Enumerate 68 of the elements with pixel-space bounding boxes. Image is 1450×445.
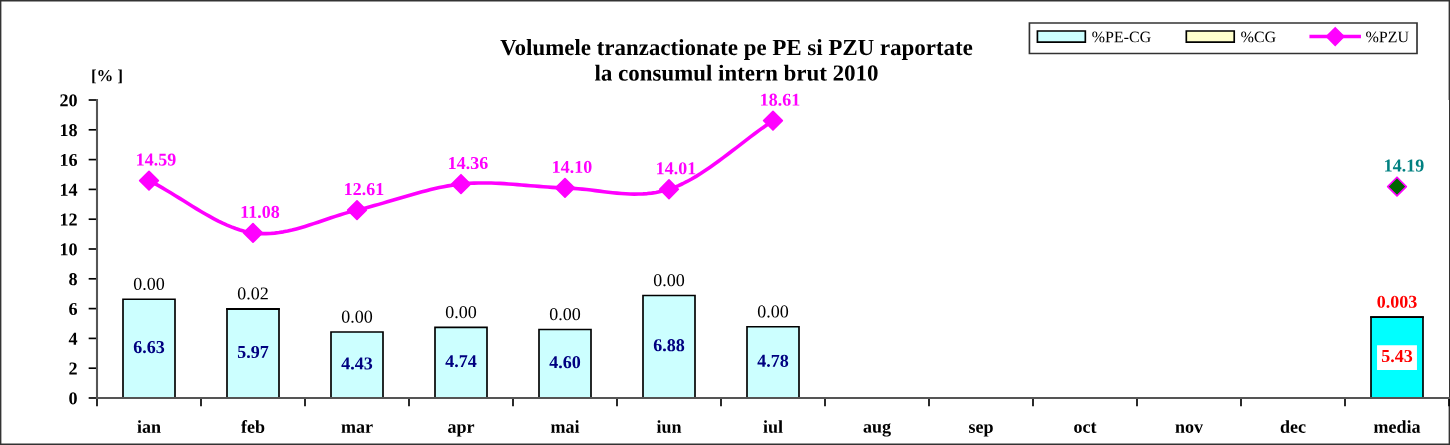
data-label: 4.74 (445, 355, 477, 368)
legend-label: %PZU (1366, 31, 1409, 43)
point (1386, 176, 1408, 197)
bar (538, 328, 592, 398)
x-tick-label: oct (1074, 422, 1097, 433)
data-label: 14.59 (137, 153, 176, 166)
x-tick-label: iul (763, 420, 783, 433)
data-label: 0.02 (237, 287, 268, 300)
x-tick-label: dec (1280, 420, 1306, 433)
bar (226, 308, 280, 398)
y-tick-label: 8 (69, 273, 77, 286)
y-tick-label: 14 (60, 183, 78, 196)
data-label: 12.61 (345, 183, 384, 196)
y-tick-label: 12 (60, 213, 77, 226)
y-tick-label: 18 (60, 124, 77, 137)
data-label: 0.00 (757, 305, 789, 318)
x-tick-label: mar (341, 424, 373, 433)
data-label: 14.19 (1385, 159, 1424, 172)
data-label: 14.36 (449, 156, 488, 170)
data-label: 6.63 (133, 340, 165, 354)
data-label: 5.97 (237, 345, 269, 359)
data-label: 0.00 (549, 308, 581, 321)
point (762, 110, 784, 131)
data-label: 4.43 (341, 357, 373, 370)
x-tick-label: ian (137, 420, 161, 433)
data-label: 11.08 (241, 205, 280, 219)
point (138, 170, 160, 191)
point (450, 173, 472, 195)
data-label: 18.61 (761, 93, 800, 106)
x-tick-label: feb (241, 420, 265, 433)
legend-label: %CG (1241, 31, 1276, 43)
point (658, 179, 680, 200)
y-tick-label: 0 (69, 392, 77, 405)
y-tick-label: 20 (60, 94, 77, 107)
y-axis-title: [% ] (92, 69, 122, 84)
point (242, 222, 264, 244)
y-tick-label: 6 (69, 302, 78, 316)
chart-title: Volumele tranzactionate pe PE si PZU raportate la consumul intern brut 2010 (500, 39, 973, 81)
data-label: 0.00 (445, 305, 477, 319)
legend-label: %PE-CG (1092, 31, 1151, 43)
x-tick-label: aug (863, 423, 891, 437)
x-tick-label: sep (969, 424, 993, 437)
data-label: 0.003 (1377, 295, 1417, 308)
data-label: 0.00 (133, 277, 165, 291)
x-tick-label: mai (550, 420, 580, 433)
bar (642, 294, 696, 398)
bar (746, 325, 800, 398)
data-label: 4.60 (549, 356, 581, 369)
data-label: 6.88 (653, 339, 685, 352)
data-label: 0.00 (341, 310, 373, 323)
data-label: 14.10 (553, 160, 592, 174)
y-tick-label: 4 (68, 332, 78, 345)
x-tick-label: apr (448, 424, 475, 437)
data-label: 14.01 (657, 162, 696, 175)
y-tick-label: 16 (60, 153, 78, 167)
data-label: 5.43 (1381, 349, 1413, 363)
x-tick-label: nov (1175, 424, 1204, 433)
x-tick-label: iun (656, 420, 682, 433)
data-label: 0.00 (653, 274, 685, 287)
data-label: 4.78 (757, 354, 789, 367)
point (346, 199, 368, 221)
y-tick-label: 2 (69, 362, 77, 375)
bar (122, 298, 176, 398)
point (554, 177, 576, 199)
bar (330, 331, 384, 398)
bar (434, 326, 488, 398)
x-tick-label: media (1373, 420, 1421, 433)
y-tick-label: 10 (60, 243, 77, 256)
